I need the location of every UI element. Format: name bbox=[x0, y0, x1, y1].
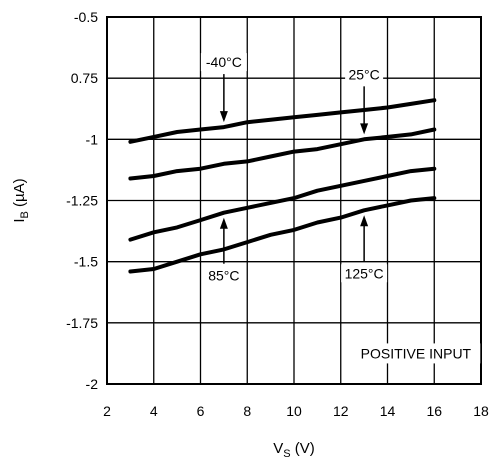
x-axis-label: VS (V) bbox=[273, 440, 315, 460]
y-tick-labels: -0.5 0.75 -1 -1.25 -1.5 -1.75 -2 bbox=[66, 9, 98, 392]
annotation-arrow-head bbox=[219, 111, 228, 123]
note-background bbox=[351, 343, 481, 364]
annotation-arrow-head bbox=[360, 215, 369, 227]
series-line bbox=[128, 166, 437, 242]
y-axis-label-sub: B bbox=[19, 211, 31, 218]
annotation-arrow-head bbox=[360, 123, 369, 135]
y-tick-label: -1.75 bbox=[66, 315, 98, 331]
x-tick-label: 16 bbox=[426, 403, 442, 419]
series-line bbox=[128, 127, 437, 181]
annotation-label: 85°C bbox=[208, 268, 239, 284]
x-tick-label: 4 bbox=[150, 403, 158, 419]
x-tick-label: 18 bbox=[473, 403, 489, 419]
annotation-arrows bbox=[219, 74, 369, 264]
series-line bbox=[128, 196, 437, 274]
series-line bbox=[128, 98, 437, 144]
x-tick-label: 6 bbox=[197, 403, 205, 419]
series-lines bbox=[128, 98, 437, 274]
y-tick-label: -0.5 bbox=[74, 9, 98, 25]
annotation-label: 125°C bbox=[345, 265, 384, 281]
annotation-label: 25°C bbox=[348, 66, 379, 82]
annotation-label: -40°C bbox=[206, 54, 242, 70]
x-tick-label: 14 bbox=[380, 403, 396, 419]
positive-input-note: POSITIVE INPUT bbox=[361, 345, 472, 361]
y-axis-label: IB (µA) bbox=[11, 178, 31, 222]
y-tick-label: -1.5 bbox=[74, 254, 98, 270]
x-tick-label: 2 bbox=[103, 403, 111, 419]
x-tick-label: 8 bbox=[243, 403, 251, 419]
y-tick-label: -2 bbox=[86, 376, 99, 392]
y-tick-label: 0.75 bbox=[71, 70, 98, 86]
annotation-label-bg bbox=[200, 53, 247, 72]
y-axis-label-unit: (µA) bbox=[11, 178, 28, 211]
y-tick-label: -1 bbox=[86, 131, 99, 147]
x-tick-labels: 2 4 6 8 10 12 14 16 18 bbox=[103, 403, 489, 419]
x-axis-label-main: V bbox=[273, 440, 283, 457]
plot-frame bbox=[106, 16, 482, 385]
annotation-label-bg bbox=[341, 264, 388, 283]
y-axis-label-main: I bbox=[11, 218, 28, 222]
x-tick-label: 10 bbox=[286, 403, 302, 419]
annotation-label-bg bbox=[345, 65, 384, 84]
y-tick-label: -1.25 bbox=[66, 193, 98, 209]
annotation-arrow-head bbox=[219, 217, 228, 229]
annotation-label-bg bbox=[204, 266, 243, 285]
x-axis-label-unit: (V) bbox=[291, 440, 315, 457]
x-axis-label-sub: S bbox=[283, 448, 290, 460]
annotation-labels: -40°C 25°C 85°C 125°C bbox=[200, 53, 388, 285]
x-tick-label: 12 bbox=[333, 403, 349, 419]
